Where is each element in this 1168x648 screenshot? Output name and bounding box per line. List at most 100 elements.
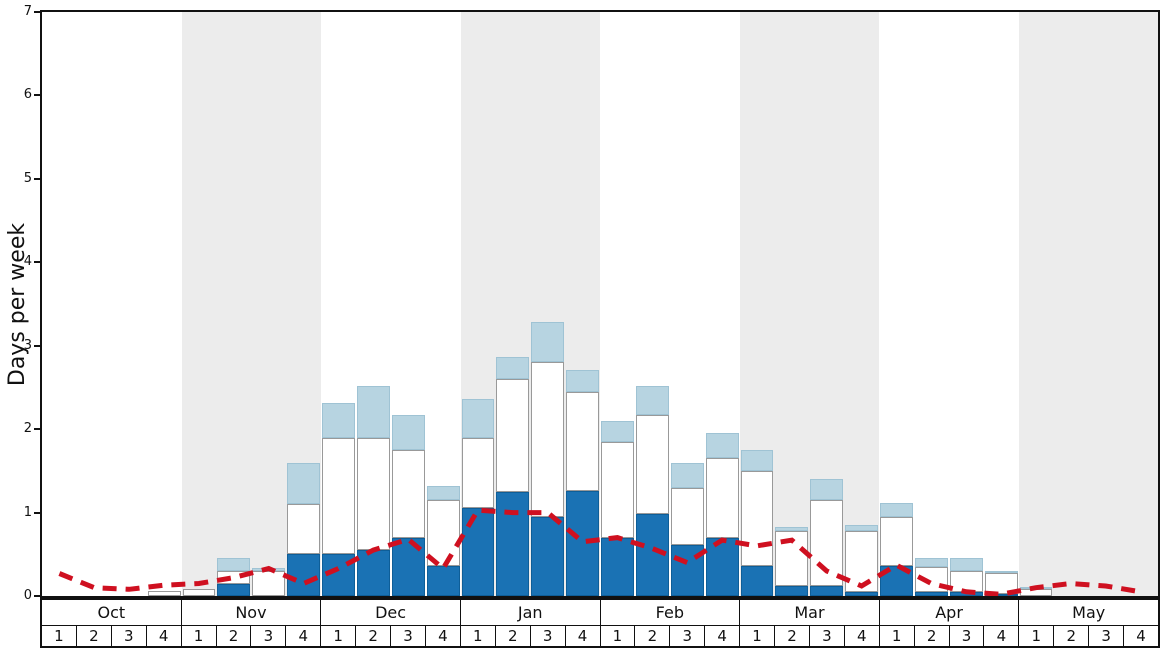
bar-segment-light-blue [635, 385, 669, 415]
month-labels-row: Oct Nov Dec Jan Feb Mar Apr May [42, 600, 1158, 626]
week-bar [112, 12, 147, 596]
month-cell: Oct [97, 603, 126, 622]
bar-segment-dark-blue [531, 516, 565, 596]
y-tick-mark [34, 428, 41, 431]
month-background-stripe [1018, 12, 1158, 596]
bar-segment-light-blue [566, 369, 599, 392]
week-cell: 4 [704, 626, 739, 646]
month-cell: Feb [599, 600, 740, 625]
bar-segment-white [531, 362, 565, 517]
week-bar [216, 12, 251, 596]
bar-segment-light-blue [670, 462, 704, 488]
bar-segment-white [287, 504, 320, 555]
y-tick-label: 5 [23, 170, 32, 186]
y-tick-mark [34, 11, 41, 13]
month-cell: Apr [878, 600, 1019, 625]
bar-segment-white [984, 573, 1018, 594]
bar-segment-white [880, 516, 913, 566]
week-cell: 2 [215, 626, 251, 646]
week-cell: 3 [808, 626, 844, 646]
week-cell: 1 [599, 626, 635, 646]
bar-segment-light-blue [496, 356, 530, 380]
y-tick-label: 7 [23, 4, 32, 19]
week-bar [356, 12, 391, 596]
week-bar [426, 12, 461, 596]
bar-segment-light-blue [426, 485, 460, 501]
week-cell: 2 [1053, 626, 1088, 646]
week-bar [182, 12, 217, 596]
week-cell: 3 [669, 626, 704, 646]
week-cell: 1 [180, 626, 216, 646]
bar-segment-dark-blue [601, 537, 634, 596]
bar-segment-dark-blue [391, 537, 425, 596]
month-cell: Nov [180, 600, 321, 625]
bar-segment-dark-blue [635, 514, 669, 596]
week-bar [600, 12, 635, 596]
bar-segment-white [147, 591, 181, 596]
week-bar [42, 12, 77, 596]
bar-segment-white [322, 437, 355, 555]
plot-area [40, 10, 1160, 598]
week-cell: 3 [529, 626, 565, 646]
bar-segment-dark-blue [949, 591, 983, 596]
week-cell: 1 [320, 626, 355, 646]
week-bar [809, 12, 844, 596]
week-bar [670, 12, 705, 596]
bar-segment-white [391, 450, 425, 538]
week-cell: 4 [1123, 626, 1158, 646]
bar-segment-light-blue [1019, 587, 1053, 590]
week-bar [286, 12, 321, 596]
bar-segment-light-blue [845, 525, 878, 531]
bar-segment-light-blue [217, 558, 251, 571]
bar-segment-light-blue [914, 558, 948, 567]
y-tick-mark [34, 511, 41, 514]
week-cell: 2 [913, 626, 949, 646]
bar-segment-dark-blue [322, 554, 355, 596]
week-cell: 2 [634, 626, 669, 646]
week-cell: 2 [774, 626, 809, 646]
month-cell: Dec [320, 600, 460, 625]
y-tick-label: 6 [23, 87, 32, 103]
bar-segment-dark-blue [845, 591, 878, 596]
bar-segment-dark-blue [810, 586, 844, 596]
bar-segment-light-blue [949, 558, 983, 571]
week-cell: 2 [494, 626, 530, 646]
week-cell: 3 [110, 626, 146, 646]
week-bar [251, 12, 286, 596]
y-tick-label: 1 [23, 504, 32, 520]
bar-segment-light-blue [984, 570, 1018, 574]
month-cell: May [1018, 600, 1158, 625]
bar-segment-white [740, 470, 774, 566]
week-bar [740, 12, 775, 596]
week-bar [635, 12, 670, 596]
bar-segment-white [426, 500, 460, 566]
week-bar [949, 12, 984, 596]
week-bar [1019, 12, 1054, 596]
week-bar [984, 12, 1019, 596]
bar-segment-dark-blue [287, 554, 320, 596]
week-bar [1123, 12, 1158, 596]
week-bar [530, 12, 565, 596]
week-cell: 1 [54, 627, 64, 645]
week-bar [774, 12, 809, 596]
week-cell: 3 [1088, 626, 1123, 646]
week-cell: 1 [739, 626, 774, 646]
bar-segment-white [496, 379, 530, 492]
month-cell: Jan [459, 600, 600, 625]
week-cell: 3 [250, 626, 285, 646]
bar-segment-dark-blue [880, 565, 913, 596]
bar-segment-dark-blue [740, 565, 774, 596]
bar-segment-dark-blue [461, 508, 495, 596]
week-cell: 1 [1018, 626, 1053, 646]
bar-segment-white [705, 458, 739, 538]
week-cell: 2 [75, 626, 111, 646]
week-bar [844, 12, 879, 596]
bar-segment-white [601, 441, 634, 538]
y-tick-label: 4 [23, 254, 32, 270]
week-cell: 4 [424, 626, 460, 646]
bar-segment-white [1019, 589, 1053, 596]
y-tick-mark [34, 261, 41, 264]
week-bar [147, 12, 182, 596]
